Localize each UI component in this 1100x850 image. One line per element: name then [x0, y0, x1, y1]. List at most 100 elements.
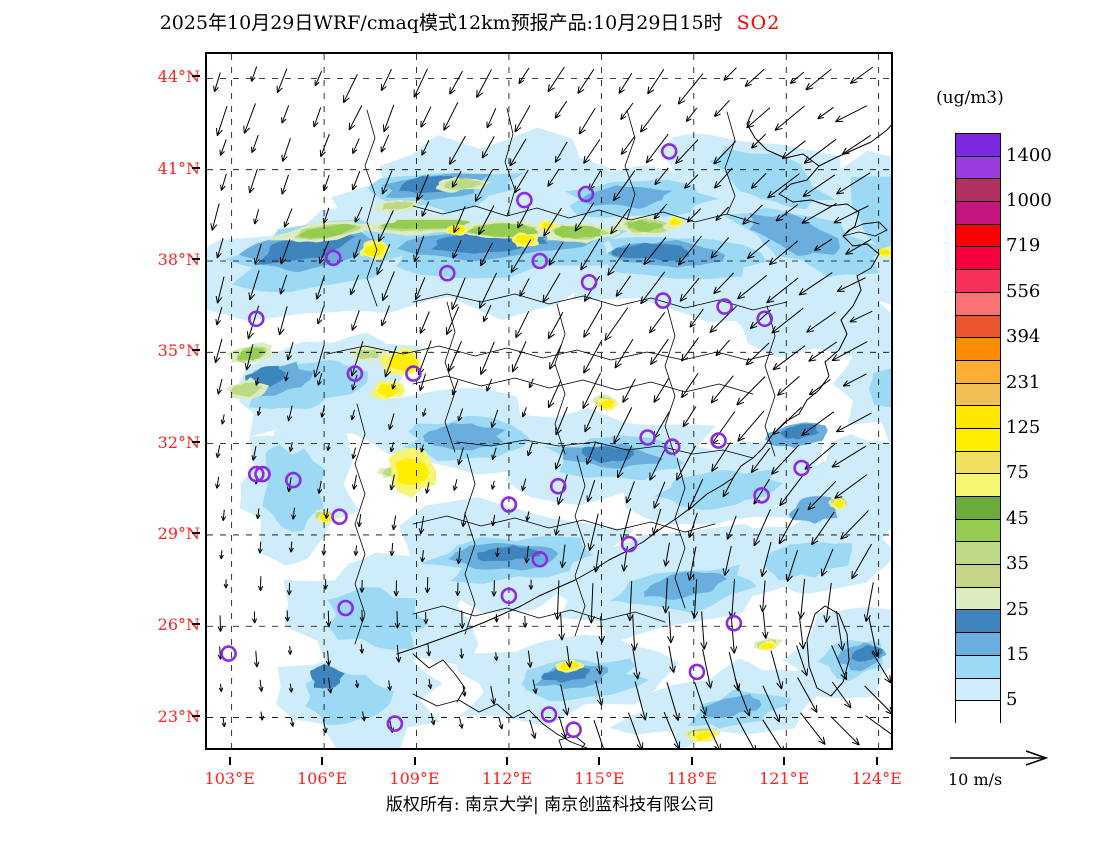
city-marker[interactable]: [331, 508, 348, 526]
city-marker[interactable]: [580, 274, 598, 291]
longitude-tick-mark: [875, 757, 878, 765]
colorbar-band: [956, 224, 1000, 248]
colorbar-band: [956, 610, 1000, 634]
city-marker[interactable]: [688, 663, 706, 681]
page-title-text: 2025年10月29日WRF/cmaq模式12km预报产品:10月29日15时: [159, 12, 723, 34]
colorbar-tick-label: 1000: [1006, 190, 1052, 212]
latitude-tick-label: 29°N: [157, 523, 200, 543]
colorbar-tick-label: 125: [1006, 417, 1041, 438]
longitude-tick-mark: [413, 757, 416, 765]
city-marker[interactable]: [247, 465, 265, 483]
latitude-tick-label: 26°N: [157, 615, 200, 635]
colorbar-tick-label: 1400: [1006, 144, 1052, 166]
city-marker[interactable]: [620, 535, 638, 553]
city-marker[interactable]: [540, 706, 558, 723]
city-markers: [220, 143, 810, 739]
longitude-tick-label: 103°E: [204, 769, 255, 788]
longitude-tick-mark: [228, 757, 231, 765]
longitude-tick-label: 109°E: [389, 769, 440, 788]
city-marker[interactable]: [346, 365, 364, 382]
colorbar-band: [956, 360, 1000, 384]
latitude-tick-mark: [192, 440, 200, 443]
graticule: [207, 54, 891, 748]
city-marker[interactable]: [325, 249, 342, 267]
latitude-tick-mark: [192, 531, 200, 534]
wind-vectors: [210, 66, 891, 748]
colorbar-band: [956, 474, 1000, 497]
latitude-tick-label: 35°N: [157, 341, 200, 361]
page-title: 2025年10月29日WRF/cmaq模式12km预报产品:10月29日15时 S…: [0, 8, 940, 35]
colorbar-tick-label: 45: [1006, 507, 1029, 529]
latitude-tick-mark: [192, 714, 200, 717]
longitude-tick-mark: [505, 757, 508, 765]
city-marker[interactable]: [654, 292, 672, 309]
colorbar[interactable]: [955, 133, 1001, 724]
longitude-tick-label: 124°E: [851, 769, 902, 788]
city-marker[interactable]: [725, 614, 743, 632]
city-marker[interactable]: [639, 429, 656, 446]
latitude-tick-label: 41°N: [157, 158, 200, 178]
city-marker[interactable]: [386, 715, 404, 732]
city-marker[interactable]: [577, 185, 595, 203]
colorbar-band: [956, 633, 1000, 656]
colorbar-tick-label: 719: [1006, 235, 1041, 257]
city-marker[interactable]: [405, 365, 422, 382]
latitude-tick-mark: [192, 75, 200, 78]
city-marker[interactable]: [439, 264, 456, 282]
latitude-tick-mark: [192, 349, 200, 352]
city-marker[interactable]: [756, 310, 774, 328]
map-plot-area[interactable]: [205, 52, 893, 750]
city-marker[interactable]: [753, 487, 770, 504]
city-marker[interactable]: [663, 438, 681, 456]
latitude-axis: 44°N 41°N 38°N 35°N 32°N 29°N 26°N 23°N: [130, 52, 200, 750]
colorbar-tick-label: 394: [1006, 326, 1041, 348]
colorbar-tick-label: 5: [1006, 689, 1018, 711]
colorbar-band: [956, 678, 1000, 702]
colorbar-band: [956, 383, 1000, 407]
city-marker[interactable]: [220, 645, 237, 662]
copyright-footer: 版权所有: 南京大学| 南京创蓝科技有限公司: [385, 795, 715, 815]
city-marker[interactable]: [565, 721, 582, 739]
longitude-tick-label: 115°E: [574, 769, 625, 788]
city-marker[interactable]: [285, 471, 302, 489]
colorbar-tick-label: 556: [1006, 280, 1041, 302]
colorbar-band: [956, 587, 1000, 611]
latitude-tick-label: 32°N: [157, 432, 200, 452]
colorbar-band: [956, 179, 1000, 203]
colorbar-tick-labels: 1400 1000 719 556 394 231 125 75 45 35 25 15 5: [1006, 133, 1096, 723]
city-marker[interactable]: [247, 310, 265, 328]
longitude-tick-label: 121°E: [759, 769, 810, 788]
city-marker[interactable]: [337, 599, 354, 617]
longitude-tick-mark: [690, 757, 693, 765]
city-marker[interactable]: [254, 465, 271, 483]
longitude-tick-label: 118°E: [666, 769, 717, 788]
city-marker[interactable]: [531, 252, 549, 270]
colorbar-tick-label: 231: [1006, 371, 1041, 393]
city-marker[interactable]: [716, 298, 733, 315]
city-marker[interactable]: [516, 191, 533, 209]
latitude-tick-label: 23°N: [157, 706, 200, 726]
species-label: SO2: [736, 12, 781, 34]
concentration-field: [207, 127, 891, 748]
city-marker[interactable]: [500, 587, 518, 605]
colorbar-unit-label: (ug/m3): [936, 88, 1004, 108]
colorbar-band: [956, 428, 1000, 452]
longitude-tick-mark: [783, 757, 786, 765]
city-marker[interactable]: [500, 496, 518, 513]
city-marker[interactable]: [660, 143, 678, 160]
city-marker[interactable]: [531, 550, 549, 568]
city-marker[interactable]: [793, 459, 810, 477]
latitude-tick-mark: [192, 257, 200, 260]
colorbar-band: [956, 542, 1000, 566]
colorbar-band: [956, 451, 1000, 475]
wind-arrow-icon: [950, 750, 1049, 766]
colorbar-tick-label: 35: [1006, 553, 1029, 575]
city-marker[interactable]: [710, 432, 727, 449]
city-marker[interactable]: [549, 477, 567, 495]
colorbar-tick-label: 75: [1006, 462, 1029, 484]
colorbar-band: [956, 565, 1000, 588]
longitude-tick-mark: [321, 757, 324, 765]
geography-outlines: [326, 107, 891, 748]
map-canvas: [207, 54, 891, 748]
